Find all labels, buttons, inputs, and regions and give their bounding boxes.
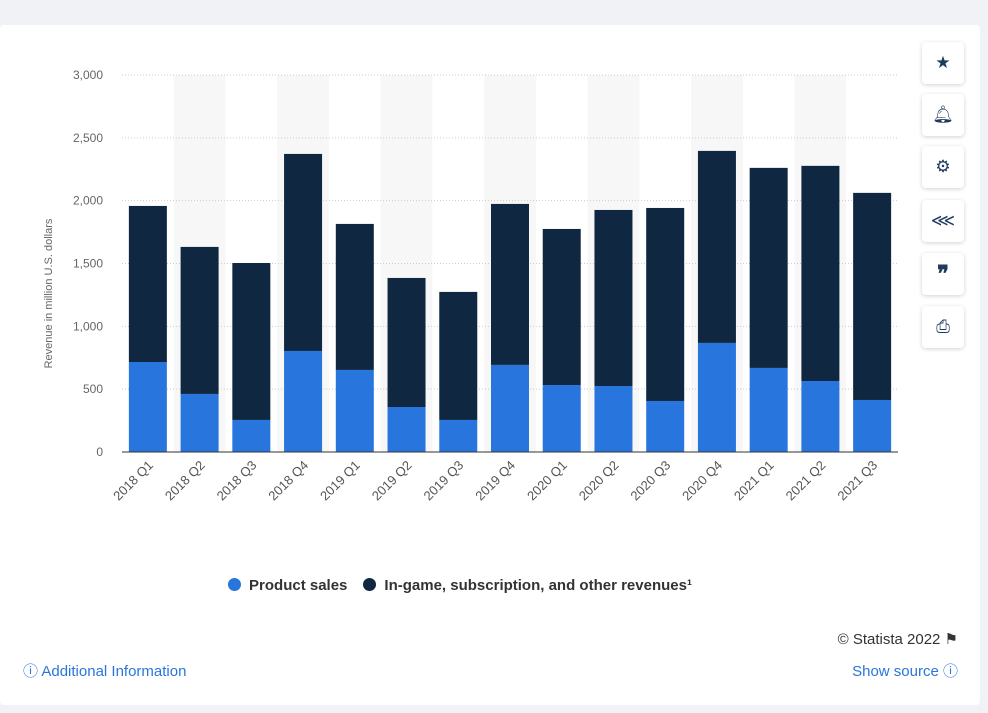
bar-segment	[284, 350, 323, 452]
x-tick-label: 2020 Q1	[524, 458, 570, 504]
notification-button[interactable]: 🔔︎	[922, 94, 964, 136]
bar-segment	[180, 246, 219, 394]
x-tick-label: 2018 Q1	[110, 458, 156, 504]
legend-label: In-game, subscription, and other revenue…	[384, 577, 692, 594]
bar-segment	[542, 385, 581, 452]
bar-segment	[697, 150, 736, 343]
star-icon: ★	[935, 53, 951, 72]
x-tick-label: 2018 Q3	[214, 458, 260, 504]
print-button[interactable]: ⎙	[922, 306, 964, 348]
bar-segment	[128, 205, 167, 363]
legend-item-other-revenues[interactable]: In-game, subscription, and other revenue…	[363, 577, 692, 594]
additional-info-text: Additional Information	[41, 663, 187, 680]
x-tick-label: 2018 Q4	[265, 458, 311, 504]
x-tick-label: 2019 Q3	[421, 458, 467, 504]
bar-segment	[646, 207, 685, 401]
bar-segment	[335, 369, 374, 452]
bar-segment	[646, 400, 685, 452]
x-tick-label: 2020 Q2	[576, 458, 622, 504]
bell-icon: 🔔︎	[932, 105, 954, 124]
y-tick-label: 3,000	[73, 68, 103, 82]
share-icon: ⋘	[930, 211, 956, 230]
favorite-button[interactable]: ★	[922, 42, 964, 84]
bar-segment	[542, 228, 581, 386]
bar-segment	[749, 167, 788, 368]
bar-segment	[801, 165, 840, 381]
x-tick-label: 2018 Q2	[162, 458, 208, 504]
additional-info-link[interactable]: ⓘ Additional Information	[23, 660, 186, 681]
y-axis-label: Revenue in million U.S. dollars	[43, 218, 55, 368]
x-tick-label: 2021 Q2	[783, 458, 829, 504]
chart-card: 0 500 1,000 1,500 2,000 2,500 3,000 Revenue in …	[0, 25, 980, 705]
legend: Product sales In-game, subscription, and…	[0, 577, 920, 594]
legend-label: Product sales	[249, 577, 348, 594]
y-tick-label: 1,000	[73, 319, 103, 333]
y-tick-label: 500	[83, 382, 103, 396]
bar-segment	[853, 192, 892, 400]
x-tick-label: 2019 Q2	[369, 458, 415, 504]
info-icon: ⓘ	[23, 663, 39, 680]
share-button[interactable]: ⋘	[922, 200, 964, 242]
y-tick-label: 2,500	[73, 131, 103, 145]
print-icon: ⎙	[936, 317, 950, 336]
x-tick-label: 2019 Q1	[317, 458, 363, 504]
show-source-text: Show source	[852, 663, 939, 680]
bar-segment	[491, 364, 529, 452]
x-tick-label: 2019 Q4	[472, 458, 518, 504]
bar-segment	[232, 419, 271, 452]
x-tick-label: 2020 Q3	[627, 458, 673, 504]
x-tick-label: 2021 Q3	[834, 458, 880, 504]
x-tick-label: 2021 Q1	[731, 458, 777, 504]
bar-segment	[387, 277, 426, 408]
bar-segment	[180, 393, 219, 452]
info-icon: ⓘ	[942, 663, 958, 680]
flag-icon: ⚑	[944, 631, 958, 648]
bar-segment	[491, 203, 529, 365]
bar-segment	[594, 209, 633, 387]
bar-segment	[439, 419, 478, 452]
bar-segment	[853, 399, 892, 452]
y-tick-label: 1,500	[73, 257, 103, 271]
y-tick-label: 2,000	[73, 194, 103, 208]
bar-segment	[801, 380, 840, 452]
x-tick-label: 2020 Q4	[679, 458, 725, 504]
cite-button[interactable]: ❞	[922, 253, 964, 295]
chart: 0 500 1,000 1,500 2,000 2,500 3,000 Revenue in …	[43, 68, 898, 504]
bar-segment	[594, 386, 633, 452]
bar-segment	[387, 407, 426, 452]
bar-segment	[697, 342, 736, 452]
bar-segment	[284, 153, 323, 351]
bar-segment	[749, 367, 788, 452]
copyright: © Statista 2022 ⚑	[838, 630, 958, 648]
settings-button[interactable]: ⚙	[922, 146, 964, 188]
copyright-text: © Statista 2022	[837, 631, 941, 648]
bar-segment	[335, 223, 374, 370]
bar-segment	[439, 291, 478, 420]
bar-segment	[232, 262, 271, 420]
legend-item-product-sales[interactable]: Product sales	[228, 577, 347, 594]
bar-segment	[128, 362, 167, 452]
y-tick-label: 0	[96, 445, 103, 459]
quote-icon: ❞	[937, 261, 949, 286]
show-source-link[interactable]: Show source ⓘ	[852, 660, 958, 681]
gear-icon: ⚙	[935, 157, 951, 176]
